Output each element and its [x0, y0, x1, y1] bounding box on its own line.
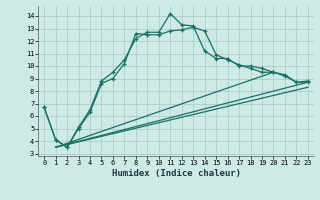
X-axis label: Humidex (Indice chaleur): Humidex (Indice chaleur)	[111, 169, 241, 178]
